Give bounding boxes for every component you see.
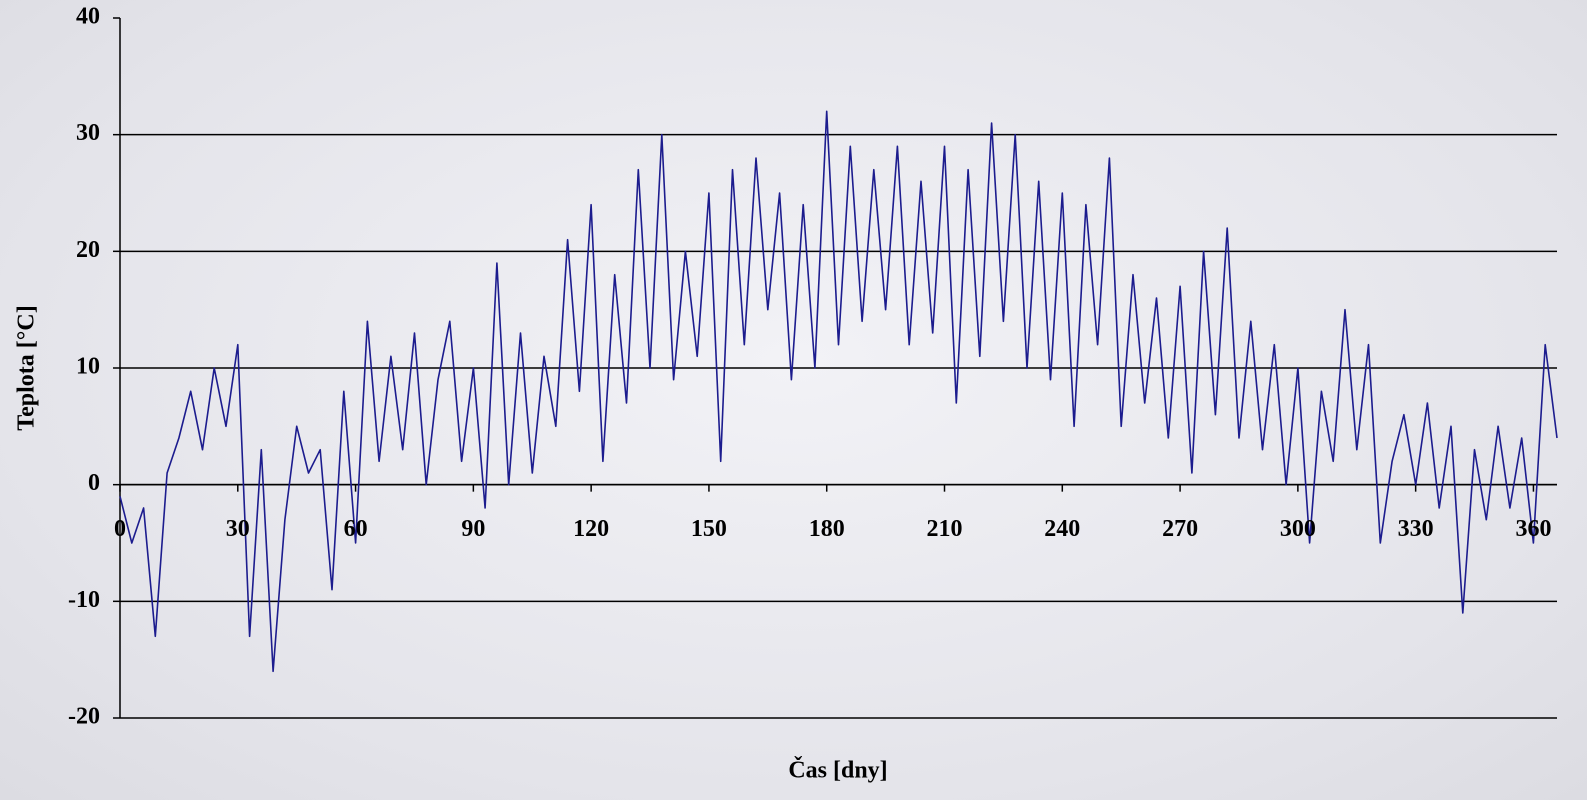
y-tick-label: -10 xyxy=(68,587,100,613)
x-tick-label: 300 xyxy=(1280,516,1316,542)
x-tick-label: 210 xyxy=(927,516,963,542)
x-tick-label: 90 xyxy=(461,516,485,542)
y-tick-label: -20 xyxy=(68,704,100,730)
x-tick-label: 60 xyxy=(344,516,368,542)
y-tick-label: 40 xyxy=(76,4,100,30)
x-tick-label: 0 xyxy=(114,516,126,542)
y-tick-label: 0 xyxy=(88,470,100,496)
x-tick-label: 270 xyxy=(1162,516,1198,542)
temperature-line xyxy=(119,110,1558,673)
y-tick-label: 30 xyxy=(76,120,100,146)
x-tick-label: 240 xyxy=(1044,516,1080,542)
x-tick-label: 120 xyxy=(573,516,609,542)
x-tick-label: 150 xyxy=(691,516,727,542)
y-tick-label: 20 xyxy=(76,237,100,263)
x-tick-label: 180 xyxy=(809,516,845,542)
y-tick-label: 10 xyxy=(76,354,100,380)
x-tick-label: 360 xyxy=(1515,516,1551,542)
x-tick-label: 30 xyxy=(226,516,250,542)
x-tick-label: 330 xyxy=(1398,516,1434,542)
x-axis-title: Čas [dny] xyxy=(788,757,887,784)
y-axis-title: Teplota [°C] xyxy=(14,305,40,430)
